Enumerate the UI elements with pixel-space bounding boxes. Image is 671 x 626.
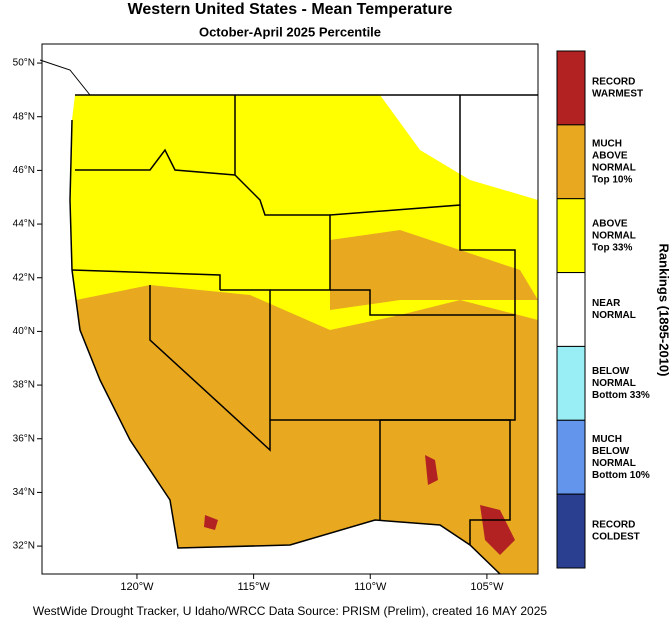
y-tick-label: 32°N [13, 541, 35, 552]
legend-label: Top 33% [592, 242, 632, 253]
legend-label: MUCH [592, 434, 622, 445]
y-tick-label: 38°N [13, 380, 35, 391]
legend-label: WARMEST [592, 89, 643, 100]
legend-label: Bottom 33% [592, 390, 650, 401]
y-tick-label: 34°N [13, 487, 35, 498]
x-tick-label: 120°W [120, 581, 154, 593]
legend-label: BELOW [592, 446, 630, 457]
legend-swatch [556, 419, 586, 495]
legend-swatch [556, 493, 586, 569]
title: Western United States - Mean Temperature [128, 1, 453, 18]
borders [39, 59, 538, 575]
x-tick-label: 105°W [470, 581, 504, 593]
x-tick-label: 115°W [237, 581, 270, 593]
legend-label: NORMAL [592, 162, 636, 173]
y-tick-label: 42°N [13, 272, 35, 283]
legend-label: ABOVE [592, 218, 628, 229]
legend-label: Top 10% [592, 174, 632, 185]
land-record [204, 515, 218, 530]
subtitle: October-April 2025 Percentile [199, 24, 381, 39]
legend-label: Bottom 10% [592, 470, 650, 481]
legend-label: NORMAL [592, 230, 636, 241]
legend-label: NORMAL [592, 378, 636, 389]
legend-label: COLDEST [592, 532, 640, 543]
land-record [425, 455, 438, 485]
land-much-above [76, 285, 538, 574]
legend-label: BELOW [592, 366, 630, 377]
x-tick-label: 110°W [354, 581, 387, 593]
y-tick-label: 44°N [13, 219, 35, 230]
legend-swatch [556, 50, 586, 126]
y-tick-label: 36°N [13, 433, 35, 444]
footer: WestWide Drought Tracker, U Idaho/WRCC D… [33, 604, 548, 618]
legend-label: MUCH [592, 138, 622, 149]
land-much-above [330, 230, 538, 310]
legend-label: NORMAL [592, 310, 636, 321]
legend-swatch [556, 272, 586, 347]
y-tick-label: 50°N [13, 58, 35, 69]
legend-label: NEAR [592, 298, 621, 309]
legend-title: Rankings (1895-2010) [657, 244, 671, 377]
legend-label: NORMAL [592, 458, 636, 469]
legend-label: RECORD [592, 77, 635, 88]
map-fill [70, 95, 538, 574]
map-frame [41, 43, 539, 575]
land-record [480, 505, 515, 555]
y-tick-label: 48°N [13, 111, 35, 122]
legend-label: ABOVE [592, 150, 628, 161]
legend-swatch [556, 124, 586, 200]
land-near [380, 95, 538, 200]
y-tick-label: 40°N [13, 326, 35, 337]
y-tick-label: 46°N [13, 165, 35, 176]
legend-swatch [556, 198, 586, 274]
legend-swatch [556, 345, 586, 421]
legend-label: RECORD [592, 520, 635, 531]
